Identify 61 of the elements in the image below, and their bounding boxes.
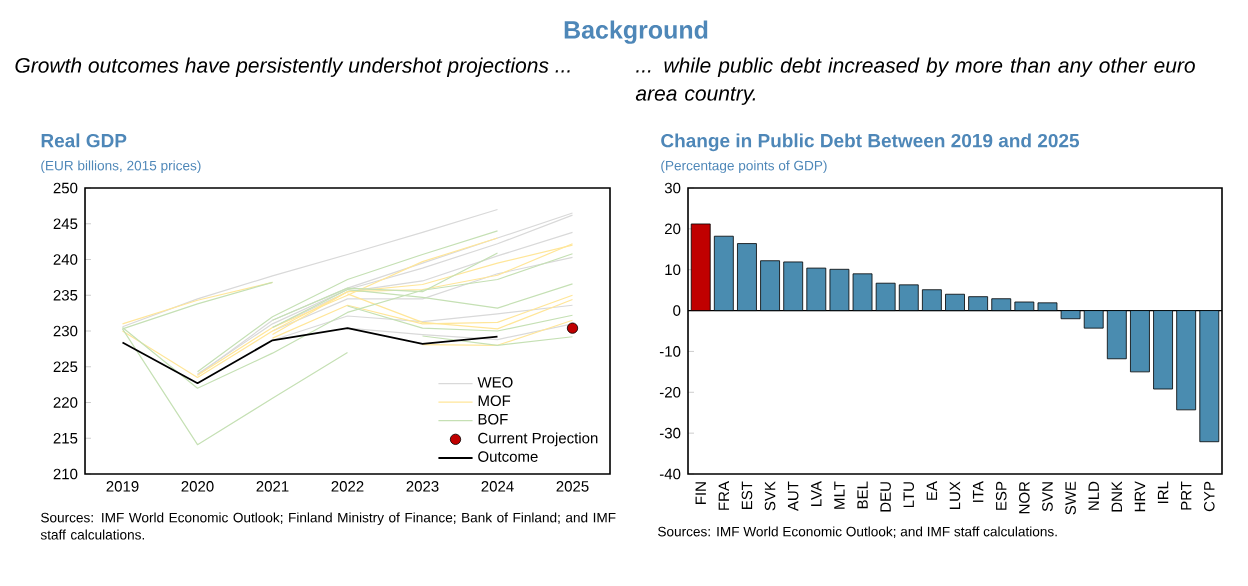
x-tick-label: MLT	[834, 481, 845, 509]
y-tick-label: 235	[53, 289, 78, 301]
x-tick-label: HRV	[1134, 481, 1146, 512]
x-tick-label: LTU	[903, 482, 915, 508]
x-tick-label: DEU	[880, 482, 891, 512]
x-tick-label: ITA	[972, 481, 984, 502]
x-tick-label: CYP	[1203, 481, 1215, 512]
x-tick-label: SWE	[1065, 481, 1076, 515]
y-tick-label: 245	[53, 218, 78, 230]
text: ... while public debt increased by more than any other euro area country.	[635, 57, 1195, 105]
y-tick-label: 240	[53, 254, 78, 265]
x-tick-label: LVA	[811, 481, 822, 506]
chart-subtitle: (Percentage points of GDP)	[661, 160, 827, 174]
y-tick-label: -20	[659, 386, 681, 398]
x-tick-label: 2023	[406, 481, 439, 492]
chart-title: Real GDP	[41, 133, 127, 148]
x-tick-label: 2024	[481, 481, 514, 492]
x-tick-label: BEL	[857, 481, 868, 509]
y-tick-label: -10	[659, 346, 681, 357]
legend-label: BOF	[478, 413, 508, 425]
x-tick-label: LUX	[949, 481, 961, 510]
x-tick-label: 2021	[256, 481, 289, 492]
x-tick-label: PRT	[1181, 481, 1192, 510]
y-tick-label: 215	[53, 432, 78, 444]
x-tick-label: ESP	[995, 481, 1007, 510]
text: Growth outcomes have persistently undershot projections ...	[15, 57, 570, 77]
legend-label: Outcome	[478, 451, 538, 462]
x-tick-label: SVK	[764, 481, 776, 511]
legend-label: Current Projection	[478, 432, 598, 447]
x-tick-label: FRA	[718, 481, 729, 510]
x-tick-label: DNK	[1111, 481, 1122, 512]
y-tick-label: 220	[53, 397, 78, 408]
legend-label: WEO	[477, 376, 513, 388]
y-tick-label: 10	[665, 264, 681, 276]
x-tick-label: 2025	[556, 481, 589, 492]
legend-label: MOF	[478, 395, 511, 407]
text: Background	[564, 20, 708, 44]
x-tick-label: FIN	[695, 482, 706, 505]
y-tick-label: 230	[53, 325, 78, 337]
source-note: Sources: IMF World Economic Outlook; and IMF staff calculations.	[658, 526, 1057, 539]
x-tick-label: 2019	[106, 481, 139, 492]
x-tick-label: SVN	[1042, 482, 1053, 512]
x-tick-label: EST	[741, 481, 753, 510]
y-tick-label: 20	[665, 223, 681, 235]
chart-subtitle: (EUR billions, 2015 prices)	[41, 160, 201, 174]
y-tick-label: 250	[53, 182, 78, 194]
y-tick-label: 30	[664, 182, 681, 194]
y-tick-label: 225	[53, 361, 78, 373]
source-note: Sources: IMF World Economic Outlook; Finland Ministry of Finance; Bank of Finland; and IMF staff calculations.	[40, 512, 616, 540]
x-tick-label: EA	[926, 481, 938, 500]
x-tick-label: 2022	[331, 481, 364, 492]
x-tick-label: 2020	[181, 481, 214, 492]
x-tick-label: IRL	[1157, 481, 1169, 504]
y-tick-label: 0	[673, 305, 681, 316]
chart-title: Change in Public Debt Between 2019 and 2025	[661, 133, 1080, 152]
x-tick-label: NOR	[1019, 481, 1030, 514]
x-tick-label: NLD	[1088, 481, 1099, 510]
x-tick-label: AUT	[787, 481, 799, 512]
y-tick-label: -30	[659, 427, 681, 439]
y-tick-label: 210	[53, 468, 78, 480]
y-tick-label: -40	[659, 468, 681, 480]
